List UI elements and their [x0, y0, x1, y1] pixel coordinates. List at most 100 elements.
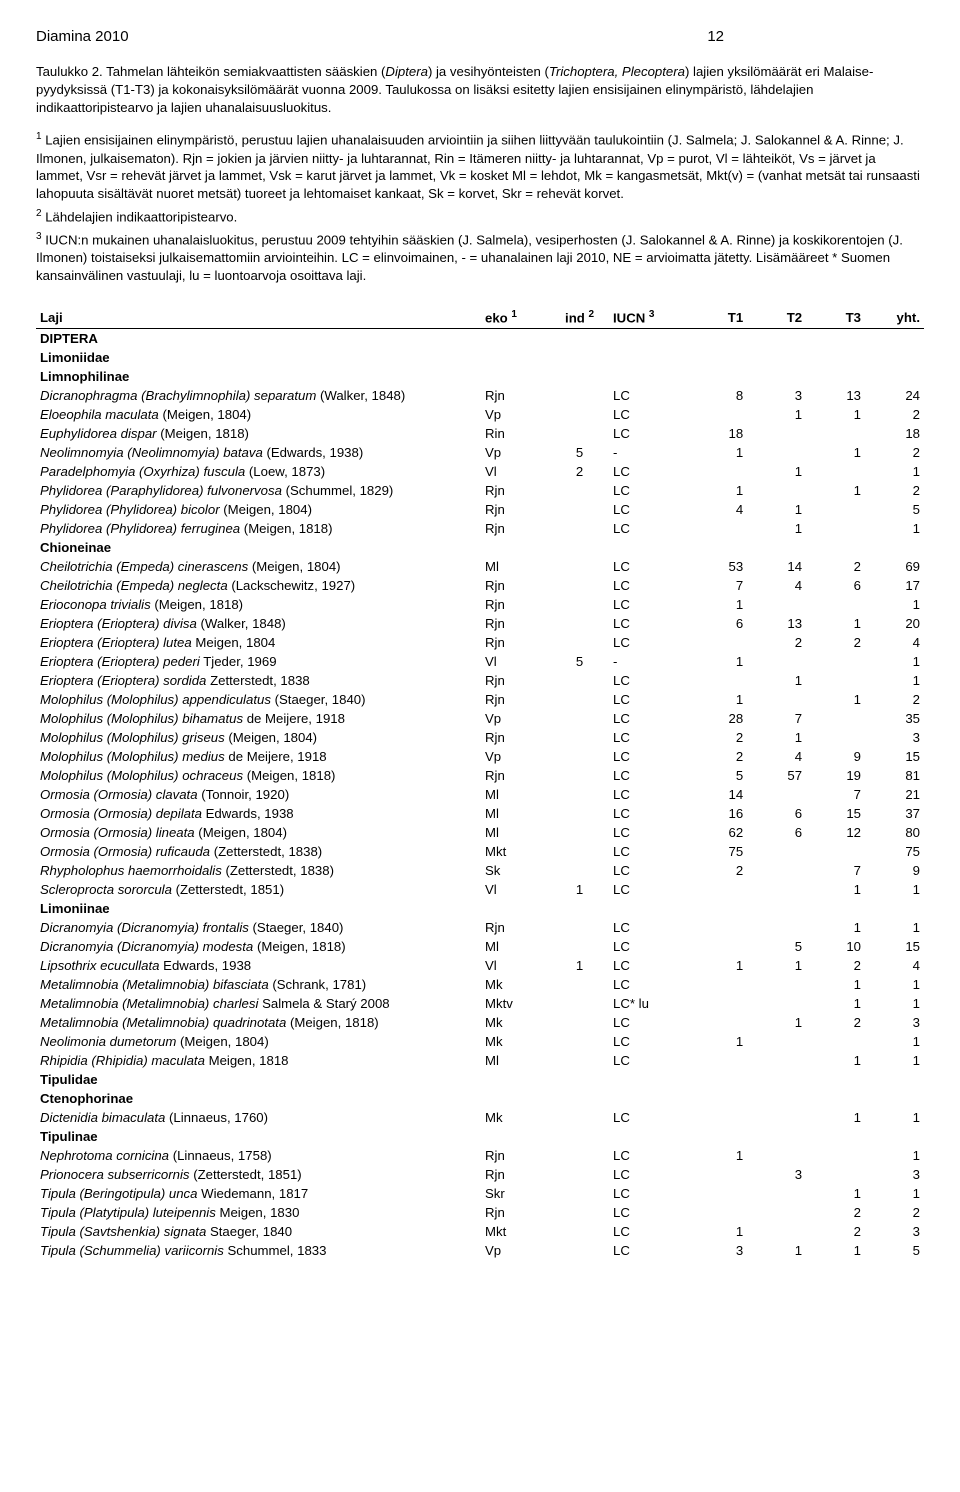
cell-t2: 3 — [747, 386, 806, 405]
cell-t3: 1 — [806, 443, 865, 462]
cell-species: Tipula (Beringotipula) unca Wiedemann, 1… — [36, 1184, 481, 1203]
cell-ind — [550, 861, 609, 880]
cell-yht: 2 — [865, 481, 924, 500]
cell-yht: 69 — [865, 557, 924, 576]
cell-ind — [550, 576, 609, 595]
cell-ind — [550, 1032, 609, 1051]
cell-species: Dicranomyia (Dicranomyia) frontalis (Sta… — [36, 918, 481, 937]
cell-t2: 1 — [747, 1241, 806, 1260]
cell-ind — [550, 671, 609, 690]
cell-yht: 4 — [865, 956, 924, 975]
cell-ind — [550, 804, 609, 823]
group-row: Limnophilinae — [36, 367, 924, 386]
cell-t3 — [806, 671, 865, 690]
table-row: Cheilotrichia (Empeda) neglecta (Lacksch… — [36, 576, 924, 595]
group-label: Limoniinae — [36, 899, 924, 918]
cell-iucn: LC — [609, 557, 688, 576]
cell-ind — [550, 709, 609, 728]
cell-species: Nephrotoma cornicina (Linnaeus, 1758) — [36, 1146, 481, 1165]
cell-yht: 81 — [865, 766, 924, 785]
cell-iucn: LC* lu — [609, 994, 688, 1013]
cell-ind — [550, 405, 609, 424]
cell-yht: 24 — [865, 386, 924, 405]
cell-t3 — [806, 500, 865, 519]
cell-species: Neolimonia dumetorum (Meigen, 1804) — [36, 1032, 481, 1051]
cell-t1: 2 — [688, 861, 747, 880]
cell-eko: Mk — [481, 1108, 550, 1127]
cell-yht: 2 — [865, 443, 924, 462]
cell-t1: 2 — [688, 747, 747, 766]
cell-t3: 1 — [806, 481, 865, 500]
cell-ind — [550, 595, 609, 614]
cell-t3: 1 — [806, 405, 865, 424]
table-row: Neolimnomyia (Neolimnomyia) batava (Edwa… — [36, 443, 924, 462]
col-eko: eko 1 — [481, 307, 550, 328]
cell-t1: 14 — [688, 785, 747, 804]
cell-iucn: LC — [609, 1222, 688, 1241]
cell-yht: 1 — [865, 671, 924, 690]
cell-t1: 1 — [688, 690, 747, 709]
cell-eko: Mktv — [481, 994, 550, 1013]
cell-yht: 20 — [865, 614, 924, 633]
cell-iucn: LC — [609, 500, 688, 519]
cell-t2: 1 — [747, 956, 806, 975]
cell-ind — [550, 1146, 609, 1165]
table-row: Molophilus (Molophilus) ochraceus (Meige… — [36, 766, 924, 785]
cell-species: Erioptera (Erioptera) pederi Tjeder, 196… — [36, 652, 481, 671]
table-row: Scleroprocta sororcula (Zetterstedt, 185… — [36, 880, 924, 899]
cell-eko: Vp — [481, 443, 550, 462]
cell-t1: 1 — [688, 1146, 747, 1165]
cell-iucn: LC — [609, 918, 688, 937]
cell-iucn: LC — [609, 956, 688, 975]
cell-iucn: LC — [609, 1108, 688, 1127]
cell-species: Prionocera subserricornis (Zetterstedt, … — [36, 1165, 481, 1184]
cell-t3 — [806, 519, 865, 538]
cell-t2 — [747, 443, 806, 462]
cell-yht: 3 — [865, 1013, 924, 1032]
cell-t1 — [688, 1108, 747, 1127]
cell-yht: 1 — [865, 652, 924, 671]
col-t2: T2 — [747, 307, 806, 328]
cell-t3: 19 — [806, 766, 865, 785]
cell-t1 — [688, 405, 747, 424]
table-row: Rhipidia (Rhipidia) maculata Meigen, 181… — [36, 1051, 924, 1070]
cell-yht: 18 — [865, 424, 924, 443]
cell-yht: 1 — [865, 918, 924, 937]
cell-t3: 2 — [806, 1222, 865, 1241]
cell-t2: 1 — [747, 500, 806, 519]
cell-iucn: LC — [609, 1184, 688, 1203]
cell-eko: Rjn — [481, 576, 550, 595]
cell-yht: 1 — [865, 1108, 924, 1127]
cell-iucn: LC — [609, 576, 688, 595]
cell-yht: 1 — [865, 519, 924, 538]
cell-t3: 2 — [806, 633, 865, 652]
cell-species: Molophilus (Molophilus) bihamatus de Mei… — [36, 709, 481, 728]
cell-eko: Rjn — [481, 614, 550, 633]
cell-yht: 1 — [865, 1032, 924, 1051]
table-row: Molophilus (Molophilus) appendiculatus (… — [36, 690, 924, 709]
cell-t3: 10 — [806, 937, 865, 956]
cell-t1 — [688, 994, 747, 1013]
table-row: Molophilus (Molophilus) griseus (Meigen,… — [36, 728, 924, 747]
table-row: Ormosia (Ormosia) lineata (Meigen, 1804)… — [36, 823, 924, 842]
group-row: Ctenophorinae — [36, 1089, 924, 1108]
cell-t1 — [688, 1165, 747, 1184]
cell-eko: Ml — [481, 937, 550, 956]
cell-eko: Ml — [481, 823, 550, 842]
cell-iucn: LC — [609, 1165, 688, 1184]
cell-ind — [550, 386, 609, 405]
table-row: Euphylidorea dispar (Meigen, 1818)RinLC1… — [36, 424, 924, 443]
cell-t1: 75 — [688, 842, 747, 861]
group-label: Ctenophorinae — [36, 1089, 924, 1108]
cell-t3 — [806, 1165, 865, 1184]
cell-t3 — [806, 462, 865, 481]
cell-yht: 3 — [865, 1165, 924, 1184]
cell-t2 — [747, 690, 806, 709]
cell-eko: Rjn — [481, 1165, 550, 1184]
cell-t2: 6 — [747, 823, 806, 842]
cell-eko: Mk — [481, 1032, 550, 1051]
cell-yht: 9 — [865, 861, 924, 880]
cell-ind — [550, 1051, 609, 1070]
cell-yht: 75 — [865, 842, 924, 861]
cell-t3: 2 — [806, 1013, 865, 1032]
